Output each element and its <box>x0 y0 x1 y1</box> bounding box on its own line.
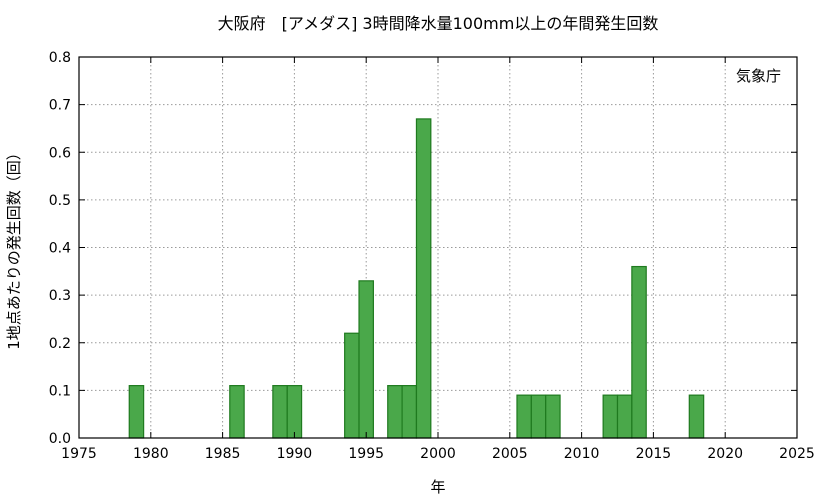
bar-1986 <box>229 385 245 439</box>
y-tick-label: 0.6 <box>49 145 71 161</box>
bar-2008 <box>545 394 561 439</box>
labels-layer: 1975 1980 1985 1990 1995 2000 2005 2010 2015 2020… <box>49 50 815 462</box>
x-tick-label: 1990 <box>277 446 313 462</box>
chart-title: 大阪府 [アメダス] 3時間降水量100mm以上の年間発生回数 <box>218 14 659 33</box>
bar-2013 <box>616 394 633 439</box>
bar-2006 <box>516 394 532 439</box>
y-tick-label: 0.0 <box>49 431 71 447</box>
y-tick-label: 0.1 <box>49 383 71 399</box>
bar-1989 <box>272 385 288 439</box>
x-axis-title: 年 <box>430 478 445 496</box>
x-tick-label: 1985 <box>205 446 241 462</box>
y-tick-label: 0.4 <box>49 241 71 257</box>
x-tick-label: 1995 <box>348 446 384 462</box>
x-tick-label: 1975 <box>61 446 97 462</box>
x-tick-label: 2000 <box>420 446 456 462</box>
y-tick-label: 0.8 <box>49 50 71 66</box>
bars-layer <box>128 118 705 439</box>
annotation-source: 気象庁 <box>736 67 781 85</box>
bar-1998 <box>401 385 418 439</box>
bar-2007 <box>530 394 547 439</box>
bar-2012 <box>602 394 619 439</box>
bar-2014 <box>631 265 647 439</box>
y-tick-label: 0.7 <box>49 98 71 114</box>
bar-1979 <box>128 385 145 439</box>
x-tick-label: 2020 <box>707 446 743 462</box>
grid-layer <box>79 57 797 438</box>
bar-2018 <box>688 394 705 439</box>
x-tick-label: 2025 <box>779 446 815 462</box>
bar-1995 <box>358 280 374 439</box>
bar-1997 <box>387 385 403 439</box>
bar-1990 <box>286 385 303 439</box>
bar-1994 <box>344 332 360 439</box>
y-tick-label: 0.3 <box>49 288 71 304</box>
y-tick-label: 0.2 <box>49 336 71 352</box>
x-tick-label: 2010 <box>564 446 600 462</box>
y-axis-title: 1地点あたりの発生回数（回） <box>5 145 23 350</box>
ticks-layer <box>78 56 798 439</box>
x-tick-label: 2005 <box>492 446 528 462</box>
x-tick-label: 1980 <box>133 446 169 462</box>
x-tick-label: 2015 <box>636 446 672 462</box>
y-tick-label: 0.5 <box>49 193 71 209</box>
bar-1999 <box>415 118 432 439</box>
